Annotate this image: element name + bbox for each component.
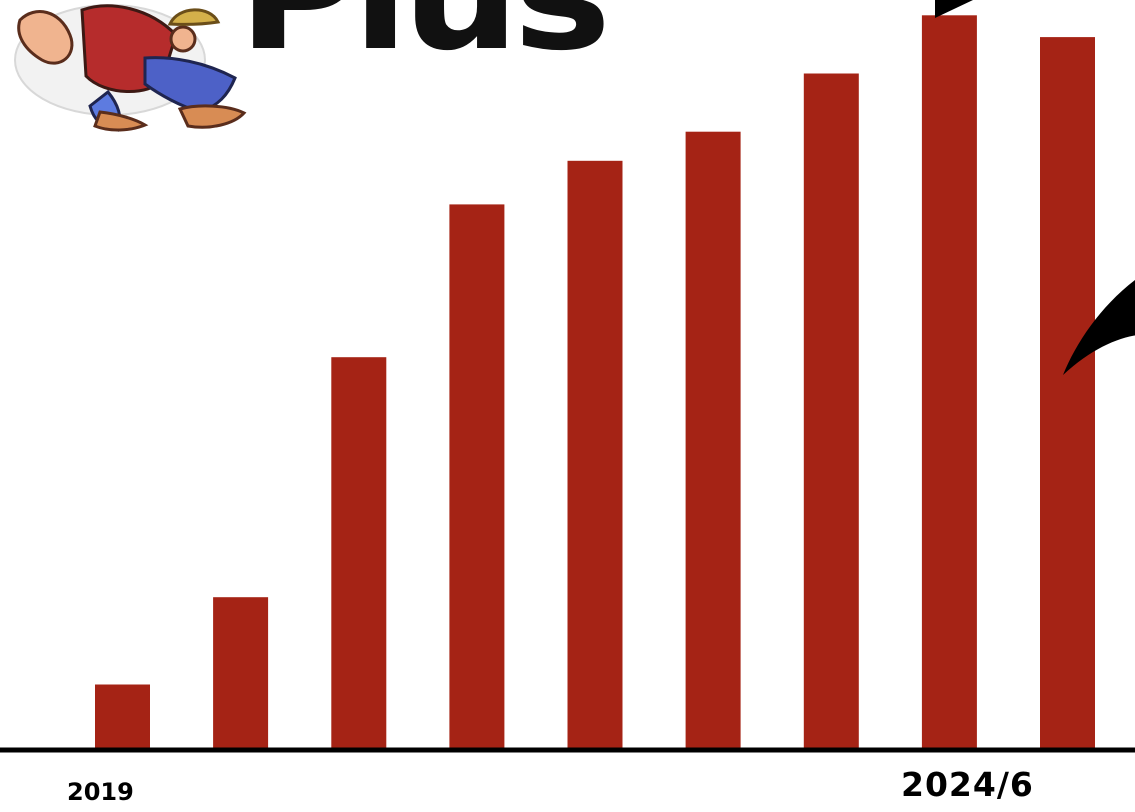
bar-4: [449, 204, 505, 750]
bar-6: [685, 131, 741, 750]
decorative-arrow-top-icon: [935, 0, 973, 18]
x-axis-end-label: 2024/6: [901, 765, 1034, 804]
bar-2: [213, 597, 269, 750]
bar-1: [95, 684, 150, 750]
bar-5: [567, 160, 623, 751]
bar-3: [331, 357, 387, 750]
decorative-arrow-right-icon: [1063, 280, 1135, 375]
bar-9: [1040, 37, 1095, 751]
mascot-illustration: [0, 0, 250, 135]
bars-group: [95, 15, 1095, 751]
logo-text: Plus: [238, 0, 611, 72]
bar-8: [921, 15, 977, 751]
bar-7: [803, 73, 859, 750]
x-axis-start-label: 2019: [67, 778, 134, 806]
